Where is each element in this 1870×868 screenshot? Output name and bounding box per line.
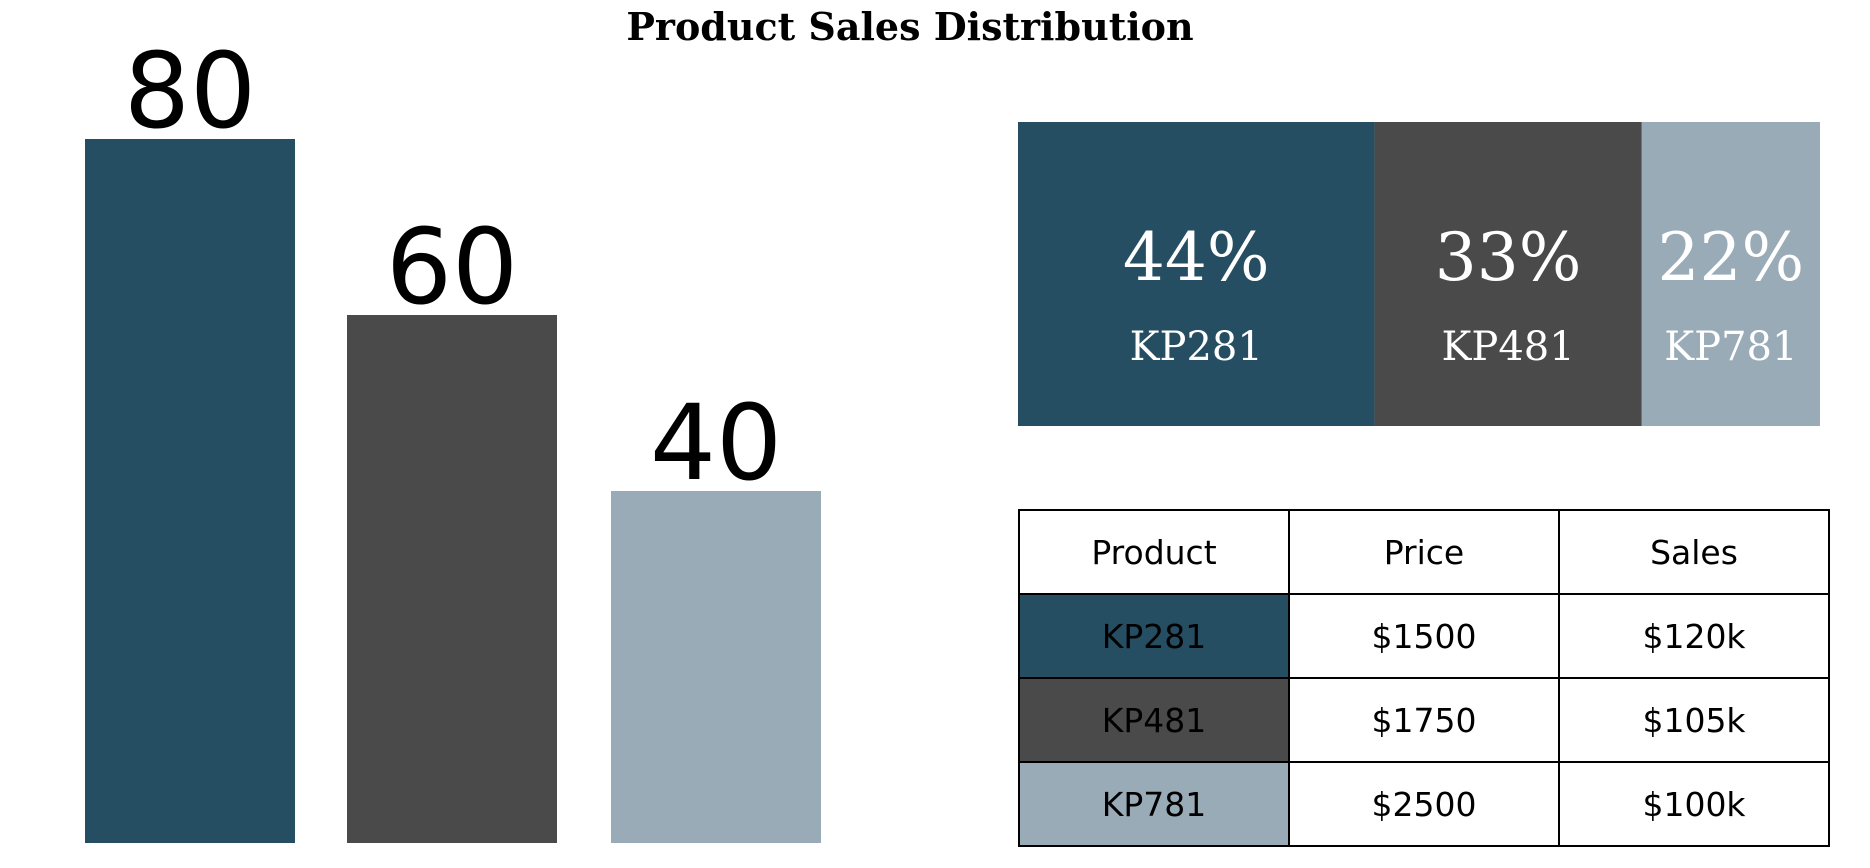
share-segment-kp781 bbox=[1641, 122, 1820, 426]
table-header-text: Product bbox=[1091, 533, 1216, 572]
share-product-kp781: KP781 bbox=[1664, 324, 1797, 370]
bar-value-label-kp781: 40 bbox=[650, 382, 782, 504]
share-segment-kp281 bbox=[1018, 122, 1375, 426]
table-cell-text: $100k bbox=[1642, 785, 1746, 824]
share-percent-kp781: 22% bbox=[1658, 219, 1805, 296]
table-cell bbox=[1288, 761, 1560, 847]
table-cell bbox=[1558, 677, 1830, 763]
table-cell-text: $120k bbox=[1642, 617, 1746, 656]
bar-value-label-kp481: 60 bbox=[386, 206, 518, 328]
chart-title: Product Sales Distribution bbox=[626, 4, 1193, 49]
table-cell-text: KP281 bbox=[1102, 617, 1207, 656]
bar-kp781 bbox=[611, 491, 821, 843]
share-stacked-bar: 44% KP281 33% KP481 22% KP781 bbox=[1018, 122, 1820, 426]
bar-kp481 bbox=[347, 315, 557, 843]
table-cell bbox=[1018, 677, 1290, 763]
table-cell bbox=[1018, 761, 1290, 847]
share-product-kp281: KP281 bbox=[1130, 324, 1263, 370]
table-cell-text: KP781 bbox=[1102, 785, 1207, 824]
table-header-text: Sales bbox=[1650, 533, 1738, 572]
table-header-text: Price bbox=[1384, 533, 1465, 572]
bar-value-label-kp281: 80 bbox=[124, 30, 256, 152]
share-segment-kp481 bbox=[1374, 122, 1642, 426]
table-cell-text: $105k bbox=[1642, 701, 1746, 740]
bar-kp281 bbox=[85, 139, 295, 843]
table-cell bbox=[1288, 677, 1560, 763]
table-cell bbox=[1558, 593, 1830, 679]
table-cell-text: $2500 bbox=[1372, 785, 1477, 824]
table-cell-text: $1750 bbox=[1372, 701, 1477, 740]
table-cell-text: KP481 bbox=[1102, 701, 1207, 740]
share-percent-kp281: 44% bbox=[1123, 219, 1270, 296]
table-cell bbox=[1558, 761, 1830, 847]
share-percent-kp481: 33% bbox=[1435, 219, 1582, 296]
bar-chart: 80 60 40 bbox=[85, 30, 821, 843]
share-product-kp481: KP481 bbox=[1442, 324, 1575, 370]
sales-table: Product Price Sales KP281 $1500 $120k KP481 $17… bbox=[1018, 509, 1830, 847]
table-cell-text: $1500 bbox=[1372, 617, 1477, 656]
